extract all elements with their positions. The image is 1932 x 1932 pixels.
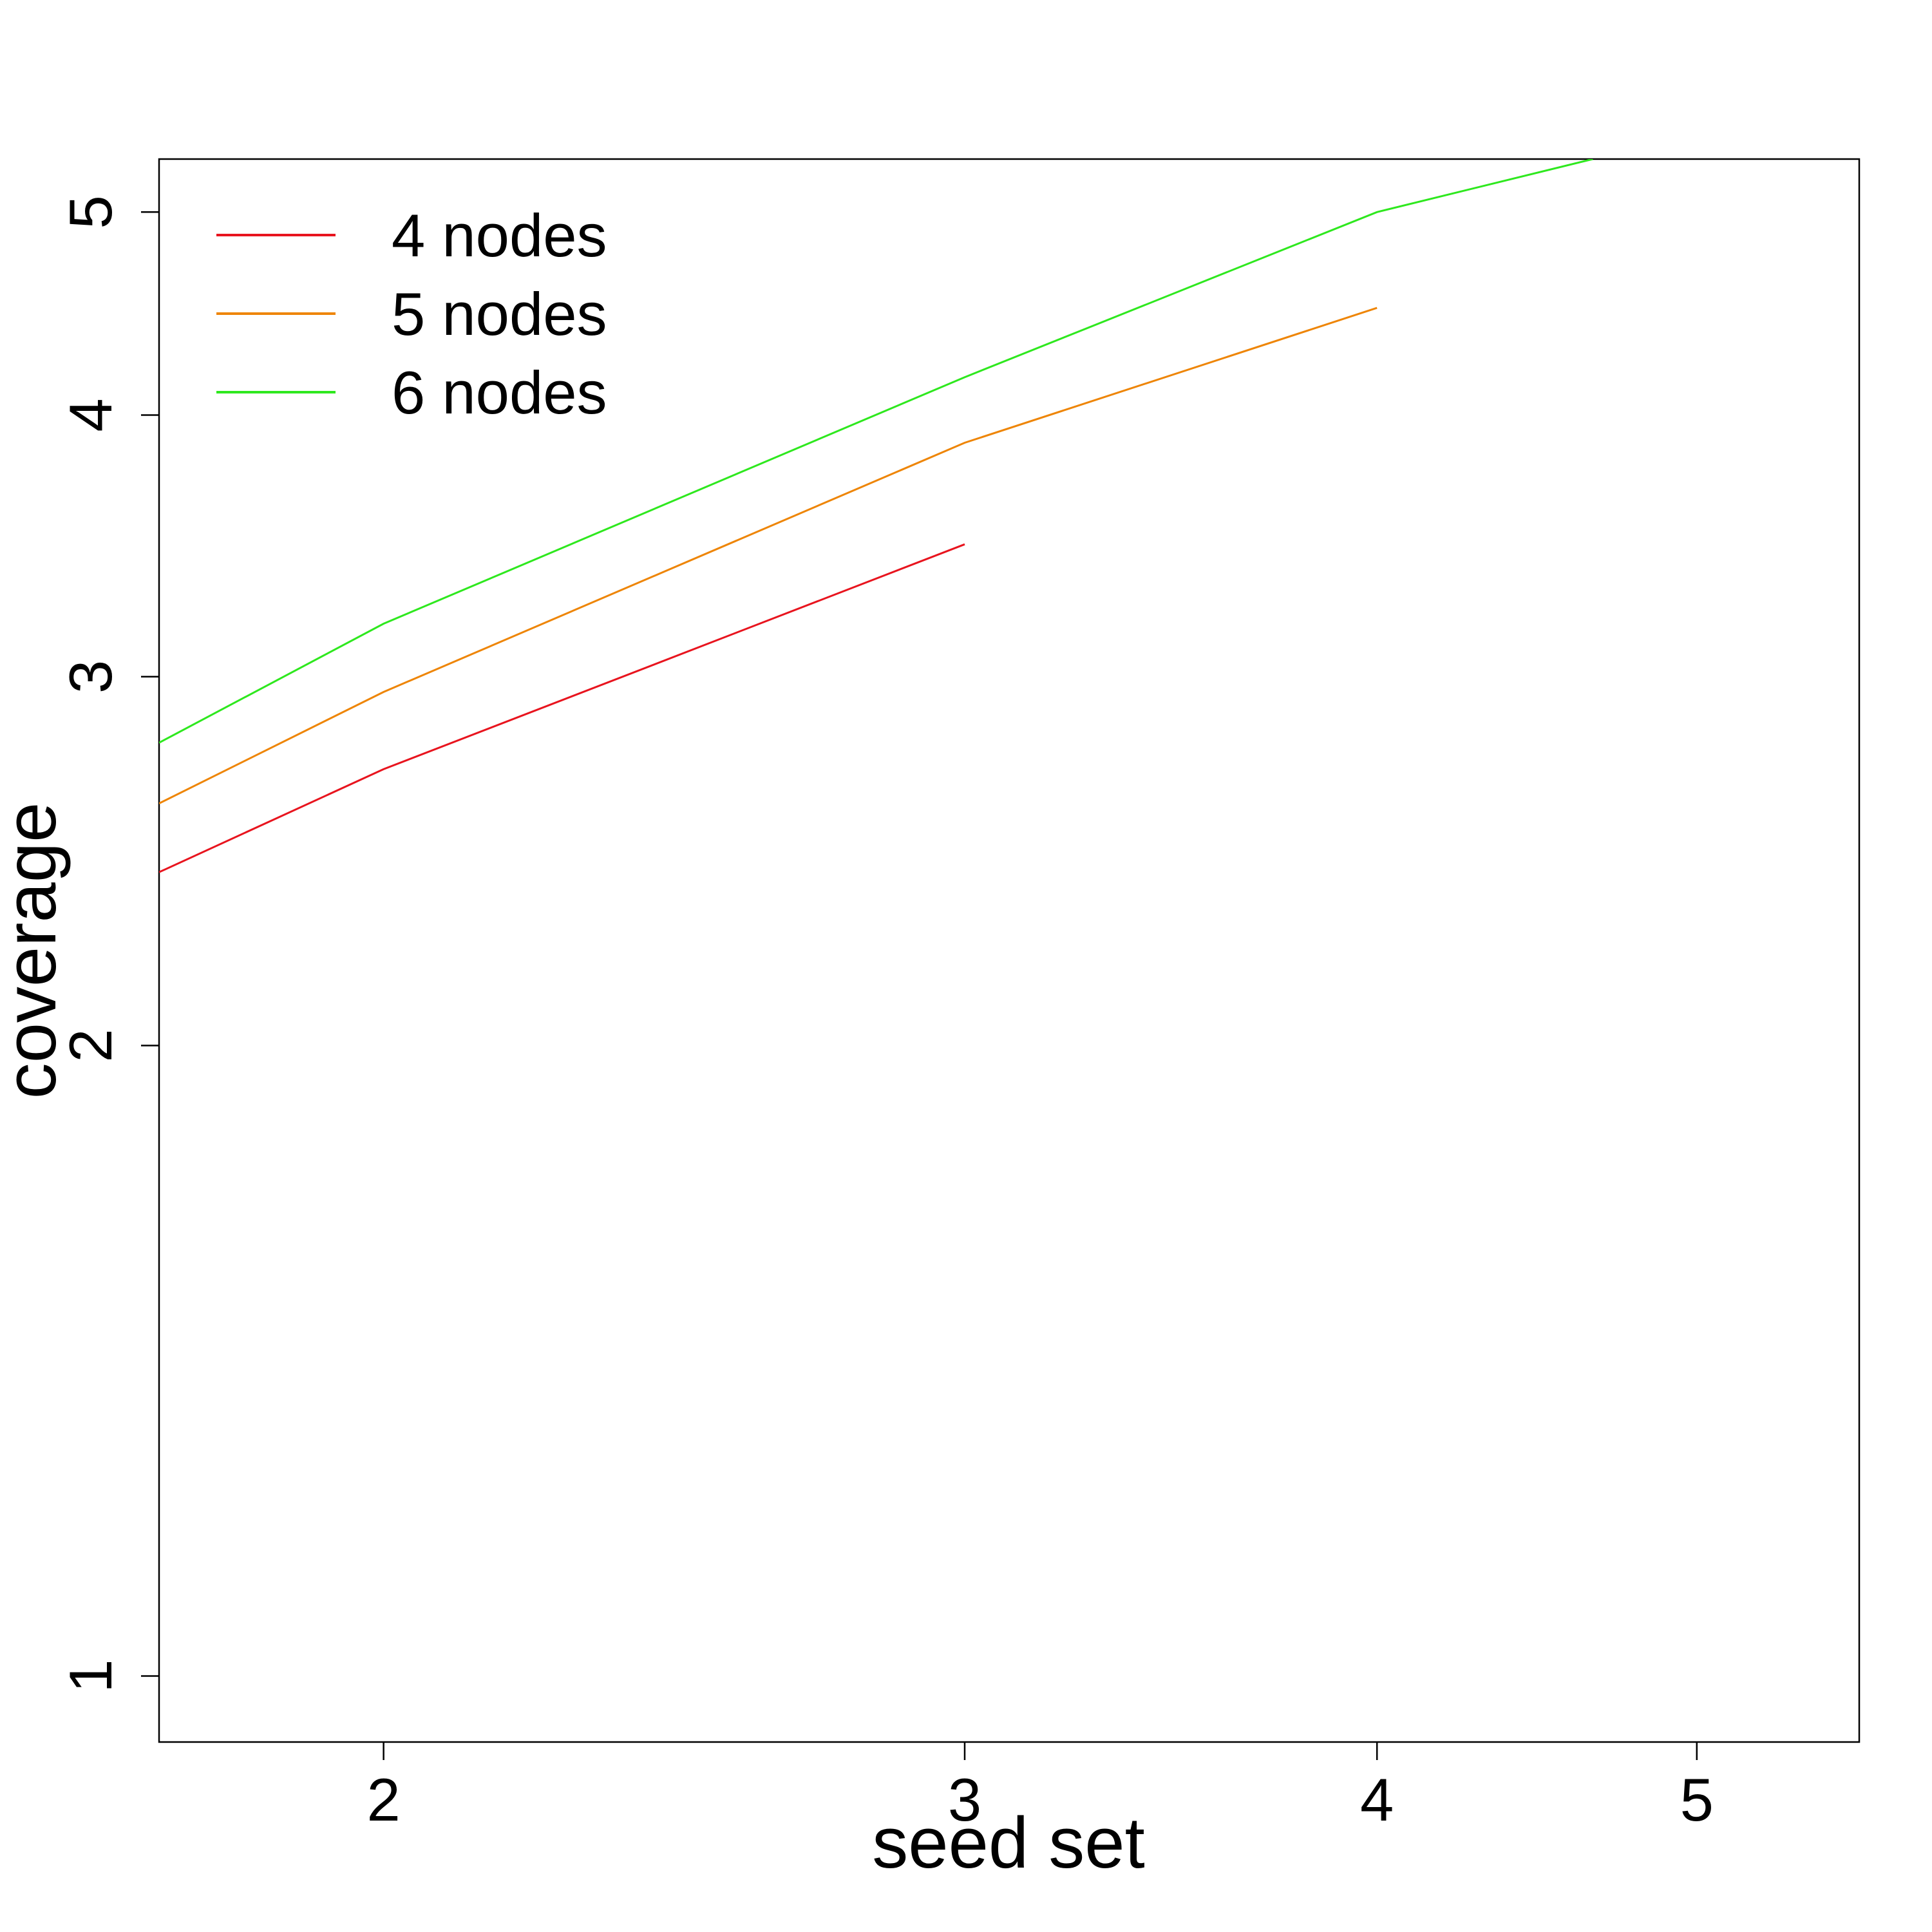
series-line-1 [159,543,965,873]
x-tick-label: 2 [366,1766,400,1833]
y-tick-label: 5 [57,195,124,229]
series-line-3 [159,159,1593,744]
x-axis: 2 3 4 5 [366,1742,1714,1833]
legend-label-2: 5 nodes [392,280,607,348]
plot-frame [158,158,1861,1743]
x-axis-label: seed set [872,1803,1144,1883]
series-line-2 [159,307,1378,804]
x-tick-label: 4 [1360,1766,1394,1833]
legend-label-3: 6 nodes [392,359,607,426]
y-tick-label: 4 [57,398,124,431]
y-axis: 1 2 3 4 5 [57,195,159,1693]
y-tick-label: 3 [57,660,124,694]
legend-label-1: 4 nodes [392,202,607,269]
y-tick-label: 1 [57,1659,124,1692]
x-tick-label: 5 [1680,1766,1714,1833]
y-axis-label: coverage [0,802,71,1099]
y-tick-label: 2 [57,1028,124,1062]
legend: 4 nodes 5 nodes 6 nodes [216,202,607,426]
x-tick-label: 3 [948,1766,981,1833]
series-layer [159,159,1593,873]
